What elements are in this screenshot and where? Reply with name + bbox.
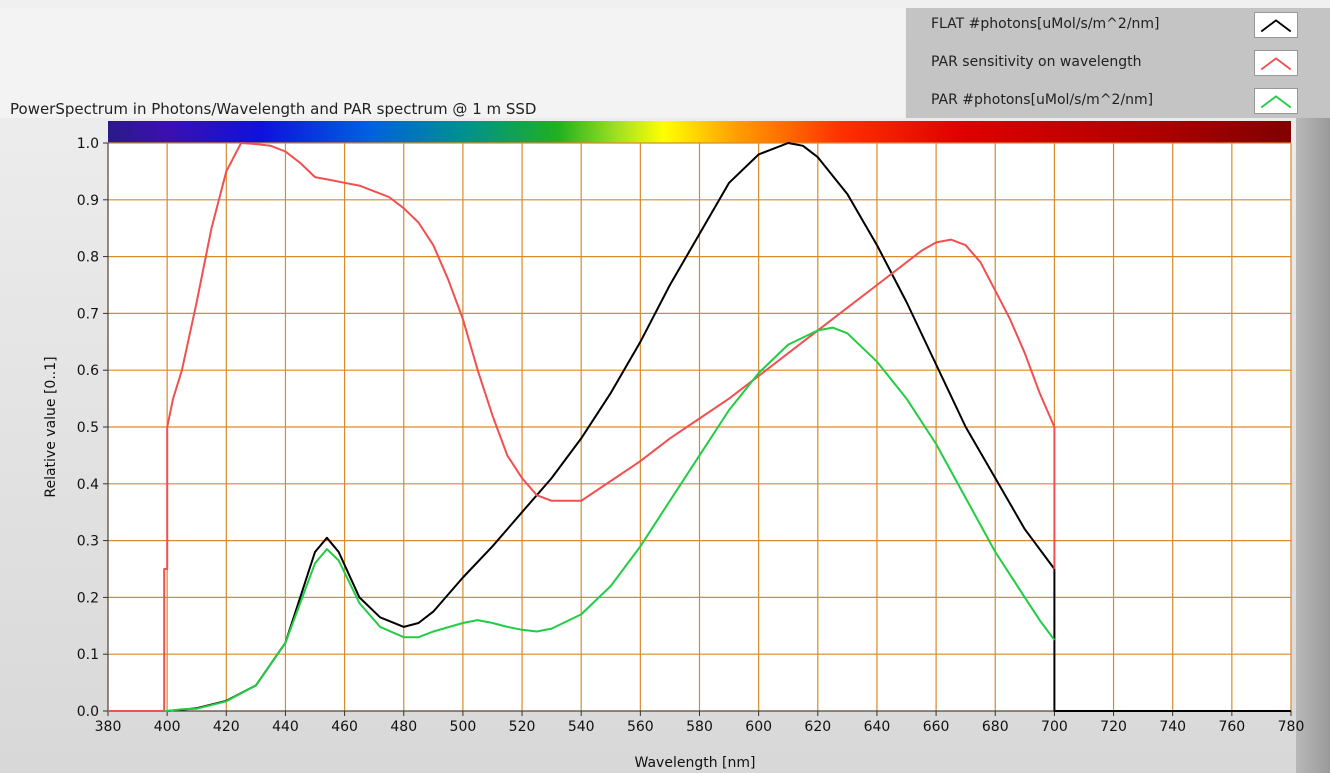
legend-item-par-sensitivity[interactable]: PAR sensitivity on wavelength bbox=[906, 48, 1330, 78]
x-tick-label: 460 bbox=[331, 719, 358, 735]
legend-swatch-par-sensitivity[interactable] bbox=[1254, 50, 1298, 76]
y-tick-label: 0.4 bbox=[77, 477, 99, 493]
legend-line-flat bbox=[1260, 19, 1292, 33]
x-tick-label: 620 bbox=[804, 719, 831, 735]
x-tick-label: 600 bbox=[745, 719, 772, 735]
grid-layer bbox=[107, 142, 1292, 712]
x-tick-label: 680 bbox=[982, 719, 1009, 735]
y-tick-label: 0.0 bbox=[77, 704, 99, 720]
legend-label-par-sensitivity: PAR sensitivity on wavelength bbox=[931, 54, 1142, 70]
y-tick-label: 0.7 bbox=[77, 306, 99, 322]
x-tick-label: 660 bbox=[923, 719, 950, 735]
y-tick-label: 0.2 bbox=[77, 590, 99, 606]
y-tick-label: 0.1 bbox=[77, 647, 99, 663]
x-tick-label: 500 bbox=[450, 719, 477, 735]
series-line-1 bbox=[108, 142, 1056, 712]
spectrum-bar bbox=[108, 121, 1291, 143]
x-tick-label: 700 bbox=[1041, 719, 1068, 735]
y-tick-label: 0.3 bbox=[77, 534, 99, 550]
legend-label-par-photons: PAR #photons[uMol/s/m^2/nm] bbox=[931, 92, 1154, 108]
y-tick-label: 0.8 bbox=[77, 250, 99, 266]
legend-label-flat: FLAT #photons[uMol/s/m^2/nm] bbox=[931, 16, 1160, 32]
x-tick-label: 780 bbox=[1278, 719, 1305, 735]
x-tick-label: 580 bbox=[686, 719, 713, 735]
legend-swatch-flat[interactable] bbox=[1254, 12, 1298, 38]
title-area: PowerSpectrum in Photons/Wavelength and … bbox=[0, 8, 905, 118]
series-line-0 bbox=[108, 142, 1291, 712]
y-tick-label: 1.0 bbox=[77, 136, 99, 152]
x-tick-label: 720 bbox=[1100, 719, 1127, 735]
legend-item-flat[interactable]: FLAT #photons[uMol/s/m^2/nm] bbox=[906, 10, 1330, 40]
x-tick-label: 520 bbox=[509, 719, 536, 735]
x-tick-label: 540 bbox=[568, 719, 595, 735]
legend-swatch-par-photons[interactable] bbox=[1254, 88, 1298, 114]
x-axis-title: Wavelength [nm] bbox=[635, 755, 756, 771]
x-tick-label: 380 bbox=[95, 719, 122, 735]
x-tick-label: 400 bbox=[154, 719, 181, 735]
x-tick-label: 560 bbox=[627, 719, 654, 735]
chart-title: PowerSpectrum in Photons/Wavelength and … bbox=[10, 100, 537, 118]
legend-line-par-photons bbox=[1260, 95, 1292, 109]
legend[interactable]: FLAT #photons[uMol/s/m^2/nm] PAR sensiti… bbox=[906, 8, 1330, 118]
x-tick-label: 440 bbox=[272, 719, 299, 735]
series-layer bbox=[108, 142, 1291, 712]
x-tick-label: 760 bbox=[1218, 719, 1245, 735]
y-tick-label: 0.6 bbox=[77, 363, 99, 379]
axis-layer: 380 400 420 440 460 480 500 520 540 560 580 600 620 6… bbox=[77, 136, 1305, 735]
x-tick-label: 480 bbox=[390, 719, 417, 735]
y-tick-label: 0.5 bbox=[77, 420, 99, 436]
y-tick-label: 0.9 bbox=[77, 193, 99, 209]
side-scroll-frame bbox=[1296, 118, 1330, 773]
x-tick-label: 640 bbox=[864, 719, 891, 735]
legend-item-par-photons[interactable]: PAR #photons[uMol/s/m^2/nm] bbox=[906, 86, 1330, 116]
x-tick-label: 740 bbox=[1159, 719, 1186, 735]
series-line-2 bbox=[164, 326, 1056, 712]
y-axis-title: Relative value [0..1] bbox=[43, 356, 59, 497]
x-tick-label: 420 bbox=[213, 719, 240, 735]
legend-line-par-sensitivity bbox=[1260, 57, 1292, 71]
